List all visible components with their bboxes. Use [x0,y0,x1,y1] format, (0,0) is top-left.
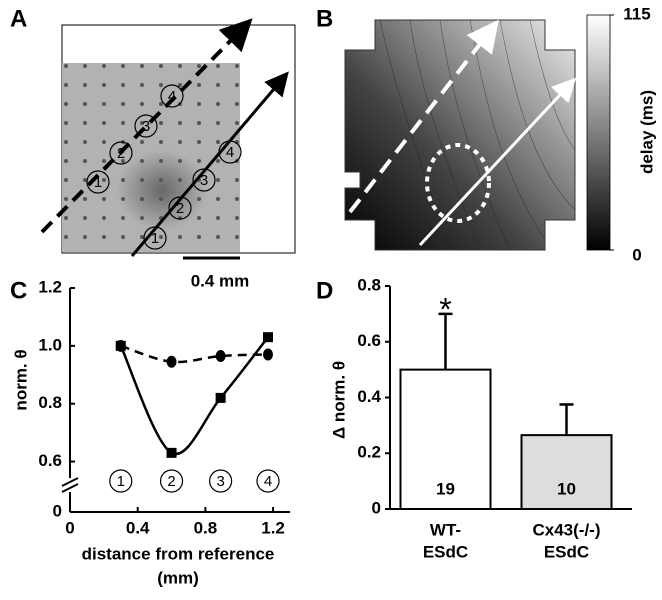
solid-arrow [418,77,577,247]
marker [215,349,226,362]
axis-break [61,483,79,493]
number-label: 1 [151,230,159,247]
x-axis-label: distance from reference [82,544,275,563]
marker [263,332,273,343]
number-circle [86,170,110,194]
bar-label: 19 [436,479,455,498]
x-tick-label: 0.4 [126,518,150,537]
number-label: 1 [94,174,102,191]
colorbar [586,14,611,251]
colorbar-tick-label: 115 [623,4,650,23]
series-line [119,336,269,456]
x-axis-label: (mm) [157,568,199,587]
number-circle [256,469,280,493]
number-circle [159,469,184,493]
panel-letter: A [10,5,27,32]
delay-map [344,19,576,251]
marker [115,339,126,352]
number-circle [160,84,184,108]
bar [520,434,613,511]
y-tick-label: 0.6 [38,451,62,470]
x-tick-label: Cx43(-/-) [532,520,600,539]
x-tick-label: 0.8 [194,518,218,537]
cell-cluster [117,150,207,230]
number-circle [134,114,158,138]
y-tick-label: 1.2 [38,277,62,296]
dotted-circle [425,143,491,223]
y-tick-label: 0 [53,501,62,520]
point-label: 2 [167,473,175,490]
y-tick-label: 0.2 [357,443,381,462]
panel-letter: D [316,277,333,304]
y-tick-label: 0.6 [357,331,381,350]
dashed-arrow [348,19,499,214]
dashed-arrow [40,18,253,234]
number-label: 4 [168,88,176,105]
marker [166,355,177,368]
x-tick-label: ESdC [544,542,589,561]
panel-b: delay (ms) [344,14,656,251]
number-circle [168,196,192,220]
bar-label: 10 [557,479,576,498]
number-circle [109,141,133,165]
y-tick-label: 0.8 [357,275,381,294]
point-label: 1 [117,473,125,490]
number-circle [218,140,242,164]
panel-letter: C [10,277,27,304]
point-label: 3 [216,473,224,490]
number-label: 3 [200,172,208,189]
panel-letter: B [316,5,333,32]
y-axis-label: norm. θ [11,349,30,410]
marker [215,392,226,403]
x-tick-label: WT- [430,520,461,539]
bar [399,368,492,510]
colorbar-label: delay (ms) [637,90,656,174]
axis-break [61,477,79,487]
x-tick-label: ESdC [423,542,468,561]
number-circle [192,168,216,192]
marker [166,447,177,458]
scale-label: 0.4 mm [191,271,250,290]
colorbar-tick-label: 0 [632,245,641,264]
x-tick-label: 0 [65,518,74,537]
point-label: 4 [264,473,272,490]
series-line [120,344,269,364]
number-label: 2 [117,145,125,162]
panel-a: 0.4 mm [40,18,296,290]
y-tick-label: 0.8 [38,393,62,412]
y-tick-label: 0.4 [357,387,381,406]
number-circle [109,469,133,493]
annotation: * [439,291,451,327]
number-label: 4 [226,144,234,161]
solid-arrow [130,71,289,257]
number-circle [209,469,233,493]
marker [263,348,273,361]
y-tick-label: 1.0 [38,335,62,354]
number-label: 3 [142,118,150,135]
number-circle [143,226,167,250]
y-axis-label: Δ norm. θ [329,361,348,439]
y-tick-label: 0 [372,498,381,517]
x-tick-label: 1.2 [261,518,285,537]
number-label: 2 [176,200,184,217]
